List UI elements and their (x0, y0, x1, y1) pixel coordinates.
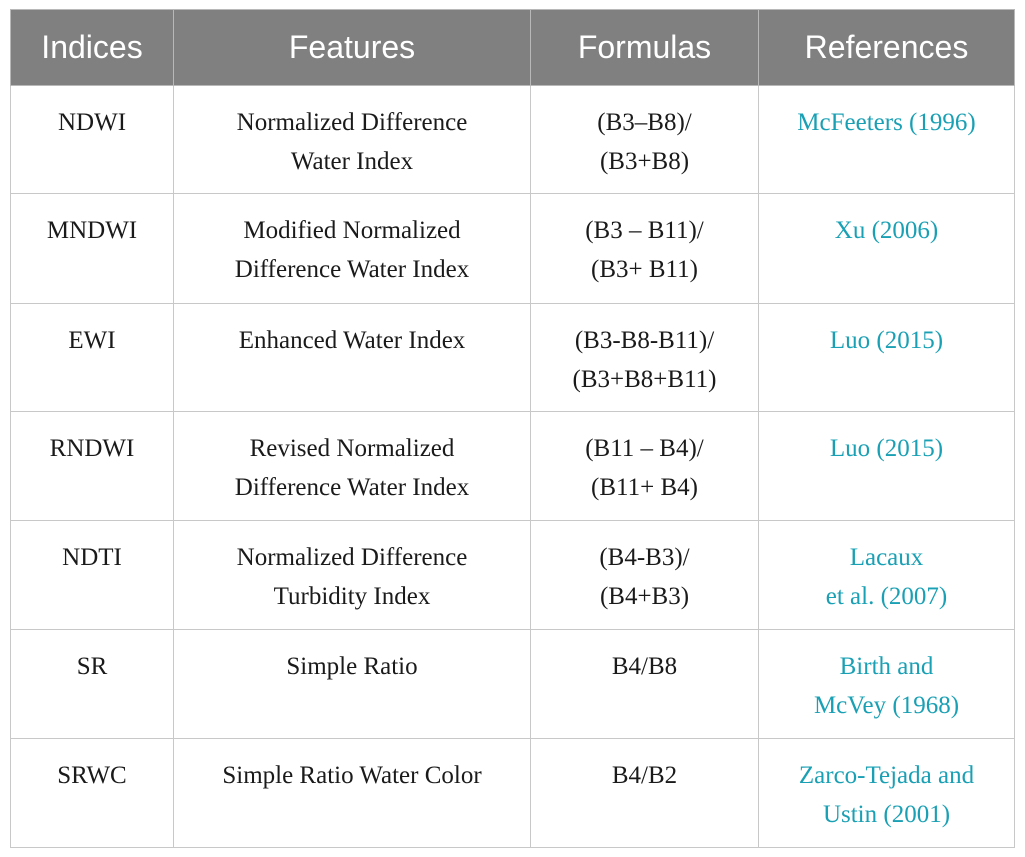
header-references: References (758, 9, 1015, 86)
table-row: NDWI Normalized Difference Water Index (… (10, 85, 1015, 194)
feature-cell: Modified Normalized Difference Water Ind… (173, 193, 531, 304)
table-header: Indices Features Formulas References (10, 9, 1015, 86)
formula-cell: (B11 – B4)/ (B11+ B4) (530, 411, 759, 521)
reference-link[interactable]: et al. (2007) (825, 583, 948, 610)
header-indices: Indices (10, 9, 174, 86)
feature-cell: Normalized Difference Turbidity Index (173, 520, 531, 630)
index-name: SRWC (57, 762, 127, 789)
feature-line: Normalized Difference (236, 544, 468, 571)
index-cell: SRWC (10, 738, 174, 848)
reference-cell: Lacaux et al. (2007) (758, 520, 1015, 630)
formula-cell: B4/B2 (530, 738, 759, 848)
feature-line: Simple Ratio Water Color (222, 762, 482, 789)
reference-cell: Zarco-Tejada and Ustin (2001) (758, 738, 1015, 848)
formula-line: (B4-B3)/ (599, 544, 690, 571)
feature-cell: Revised Normalized Difference Water Inde… (173, 411, 531, 521)
index-name: EWI (68, 327, 116, 354)
formula-line: (B3+B8) (599, 148, 690, 175)
index-name: NDWI (57, 109, 127, 136)
reference-link[interactable]: Birth and (839, 653, 934, 680)
reference-link[interactable]: Luo (2015) (829, 327, 944, 354)
reference-link[interactable]: Zarco-Tejada and (798, 762, 975, 789)
formula-line: B4/B8 (611, 653, 678, 680)
feature-line: Modified Normalized (243, 217, 461, 244)
formula-line: (B3–B8)/ (597, 109, 692, 136)
feature-line: Enhanced Water Index (238, 327, 466, 354)
header-features: Features (173, 9, 531, 86)
indices-table: Indices Features Formulas References NDW… (10, 9, 1015, 848)
table-row: SRWC Simple Ratio Water Color B4/B2 Zarc… (10, 738, 1015, 848)
index-name: RNDWI (49, 435, 135, 462)
formula-line: (B3-B8-B11)/ (574, 327, 715, 354)
index-cell: SR (10, 629, 174, 739)
reference-cell: McFeeters (1996) (758, 85, 1015, 194)
index-cell: MNDWI (10, 193, 174, 304)
feature-cell: Simple Ratio Water Color (173, 738, 531, 848)
formula-cell: (B3–B8)/ (B3+B8) (530, 85, 759, 194)
reference-link[interactable]: McVey (1968) (813, 692, 960, 719)
feature-cell: Enhanced Water Index (173, 303, 531, 412)
reference-cell: Luo (2015) (758, 303, 1015, 412)
reference-link[interactable]: Xu (2006) (834, 217, 939, 244)
table-row: NDTI Normalized Difference Turbidity Ind… (10, 520, 1015, 630)
formula-cell: B4/B8 (530, 629, 759, 739)
table-row: SR Simple Ratio B4/B8 Birth and McVey (1… (10, 629, 1015, 739)
feature-line: Difference Water Index (234, 474, 470, 501)
feature-line: Water Index (290, 148, 414, 175)
formula-line: (B11+ B4) (591, 474, 698, 501)
formula-cell: (B3 – B11)/ (B3+ B11) (530, 193, 759, 304)
feature-line: Difference Water Index (234, 256, 470, 283)
reference-cell: Luo (2015) (758, 411, 1015, 521)
formula-line: (B4+B3) (599, 583, 690, 610)
feature-line: Normalized Difference (236, 109, 468, 136)
table-row: RNDWI Revised Normalized Difference Wate… (10, 411, 1015, 521)
feature-cell: Normalized Difference Water Index (173, 85, 531, 194)
formula-line: (B3+ B11) (591, 256, 698, 283)
feature-cell: Simple Ratio (173, 629, 531, 739)
formula-line: (B11 – B4)/ (585, 435, 704, 462)
table-row: EWI Enhanced Water Index (B3-B8-B11)/ (B… (10, 303, 1015, 412)
feature-line: Turbidity Index (273, 583, 431, 610)
feature-line: Revised Normalized (249, 435, 455, 462)
index-name: MNDWI (46, 217, 138, 244)
table-row: MNDWI Modified Normalized Difference Wat… (10, 193, 1015, 304)
reference-cell: Xu (2006) (758, 193, 1015, 304)
header-row: Indices Features Formulas References (10, 9, 1015, 86)
reference-link[interactable]: McFeeters (1996) (797, 109, 976, 136)
reference-cell: Birth and McVey (1968) (758, 629, 1015, 739)
header-formulas: Formulas (530, 9, 759, 86)
index-name: SR (76, 653, 108, 680)
table-body: NDWI Normalized Difference Water Index (… (10, 85, 1015, 848)
formula-cell: (B4-B3)/ (B4+B3) (530, 520, 759, 630)
reference-link[interactable]: Lacaux (849, 544, 924, 571)
formula-line: B4/B2 (611, 762, 678, 789)
formula-line: (B3+B8+B11) (572, 366, 717, 393)
index-name: NDTI (62, 544, 122, 571)
index-cell: NDWI (10, 85, 174, 194)
index-cell: RNDWI (10, 411, 174, 521)
reference-link[interactable]: Luo (2015) (829, 435, 944, 462)
index-cell: NDTI (10, 520, 174, 630)
reference-link[interactable]: Ustin (2001) (822, 801, 951, 828)
feature-line: Simple Ratio (286, 653, 418, 680)
formula-line: (B3 – B11)/ (585, 217, 704, 244)
formula-cell: (B3-B8-B11)/ (B3+B8+B11) (530, 303, 759, 412)
index-cell: EWI (10, 303, 174, 412)
